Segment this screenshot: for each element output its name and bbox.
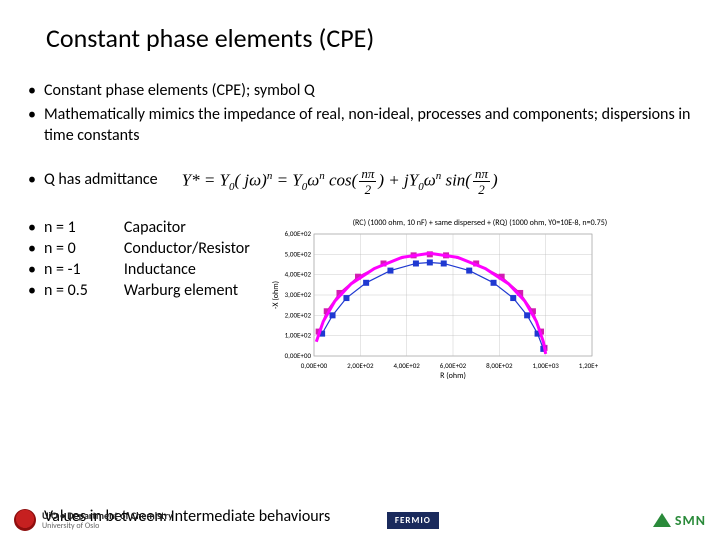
table-row: n = -1 [28,260,88,279]
triangle-icon [653,513,671,527]
svg-text:6,00E+02: 6,00E+02 [284,230,311,238]
uio-univ: University of Oslo [42,521,173,531]
bullet-item: Q has admittance [28,169,158,191]
svg-text:1,00E+03: 1,00E+03 [532,361,559,370]
logo-bar: UiO • Department of Chemistry University… [14,506,706,534]
table-cell: Inductance [124,260,250,279]
chart-title: (RC) (1000 ohm, 10 nF) + same dispersed … [268,218,692,228]
svg-text:R (ohm): R (ohm) [440,371,466,380]
svg-text:6,00E+02: 6,00E+02 [440,361,467,370]
uio-logo: UiO • Department of Chemistry University… [14,509,173,531]
bullet-item: Mathematically mimics the impedance of r… [28,104,692,147]
svg-text:0,00E+00: 0,00E+00 [284,351,311,360]
seal-icon [14,509,36,531]
svg-text:4,00E+02: 4,00E+02 [284,269,311,278]
svg-text:0,00E+00: 0,00E+00 [301,361,328,370]
table-row: n = 1 [28,218,88,237]
svg-text:1,20E+03: 1,20E+03 [579,361,598,370]
n-value-table: n = 1 Capacitor n = 0 Conductor/Resistor n… [28,218,250,300]
svg-text:4,00E+02: 4,00E+02 [393,361,420,370]
bullet-item: Constant phase elements (CPE); symbol Q [28,80,692,102]
svg-text:1,00E+02: 1,00E+02 [284,330,311,339]
svg-text:5,00E+02: 5,00E+02 [284,249,311,258]
bullet-list: Constant phase elements (CPE); symbol Q … [28,80,692,147]
nyquist-chart: 0,00E+00 2,00E+02 4,00E+02 6,00E+02 8,00E+02… [268,230,598,380]
table-row: n = 0.5 [28,281,88,300]
table-cell: Conductor/Resistor [124,239,250,258]
svg-text:2,00E+02: 2,00E+02 [284,310,311,319]
bullet-list: Q has admittance [28,169,158,193]
page-title: Constant phase elements (CPE) [46,22,692,54]
smn-logo: SMN [653,512,706,529]
smn-text: SMN [675,512,706,529]
svg-text:-X (ohm): -X (ohm) [271,281,281,309]
fermio-logo: FERMIO [387,512,439,529]
table-row: n = 0 [28,239,88,258]
admittance-formula: Y* = Y0( jω)n = Y0ωn cos(nπ2) + jY0ωn si… [182,167,498,196]
svg-text:3,00E+02: 3,00E+02 [284,290,311,299]
svg-text:8,00E+02: 8,00E+02 [486,361,513,370]
table-cell: Warburg element [124,281,250,300]
table-cell: Capacitor [124,218,250,237]
svg-text:2,00E+02: 2,00E+02 [347,361,374,370]
